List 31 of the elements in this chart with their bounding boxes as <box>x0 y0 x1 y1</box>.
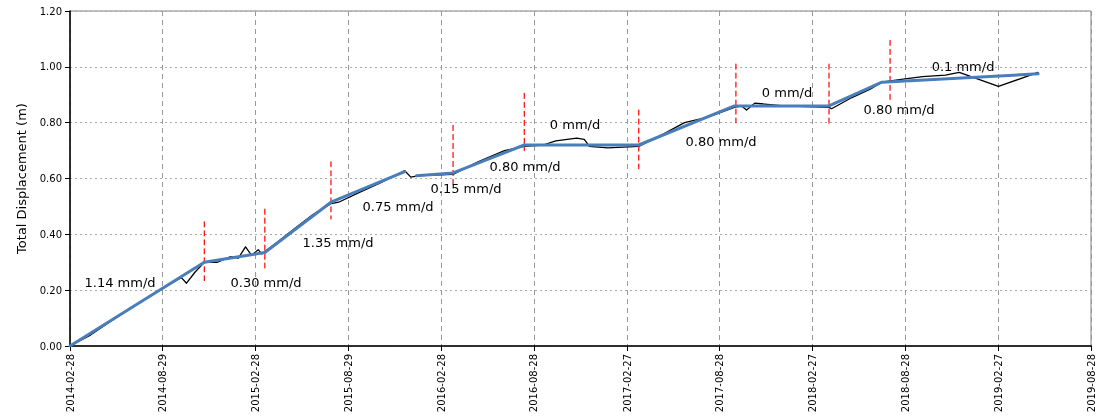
annotation: 0 mm/d <box>549 116 601 132</box>
y-tick-label: 0.20 <box>39 284 62 296</box>
annotation: 0.80 mm/d <box>863 101 935 117</box>
x-tick-label: 2018-08-28 <box>899 354 911 413</box>
annotation: 1.14 mm/d <box>84 274 156 290</box>
y-tick-label: 0.40 <box>39 228 62 240</box>
annotation: 0.80 mm/d <box>685 133 757 149</box>
annotation: 0.30 mm/d <box>230 274 302 290</box>
y-tick-label: 1.20 <box>39 5 62 17</box>
x-tick-label: 2014-02-28 <box>64 354 76 413</box>
x-tick-label: 2017-08-28 <box>714 354 726 413</box>
x-tick-label: 2018-02-27 <box>807 354 819 413</box>
x-tick-label: 2015-02-28 <box>250 354 262 413</box>
y-tick-label: 0.00 <box>39 340 62 352</box>
y-tick-label: 1.00 <box>39 61 62 73</box>
annotation: 1.35 mm/d <box>302 234 374 250</box>
annotation: 0.15 mm/d <box>430 180 502 196</box>
annotation: 0.1 mm/d <box>931 58 995 74</box>
x-tick-label: 2015-08-29 <box>342 354 354 413</box>
y-axis-title: Total Displacement (m) <box>14 103 29 255</box>
x-tick-label: 2016-02-28 <box>435 354 447 413</box>
annotation: 0 mm/d <box>761 84 813 100</box>
annotation: 0.75 mm/d <box>362 198 434 214</box>
y-tick-label: 0.80 <box>39 117 62 129</box>
x-tick-label: 2019-02-27 <box>992 354 1004 413</box>
y-tick-label: 0.60 <box>39 173 62 184</box>
x-tick-label: 2017-02-27 <box>621 354 633 413</box>
x-tick-label: 2016-08-28 <box>528 354 540 413</box>
annotation: 0.80 mm/d <box>489 158 561 174</box>
x-tick-label: 2014-08-29 <box>157 354 169 413</box>
x-tick-label: 2019-08-28 <box>1085 354 1097 413</box>
